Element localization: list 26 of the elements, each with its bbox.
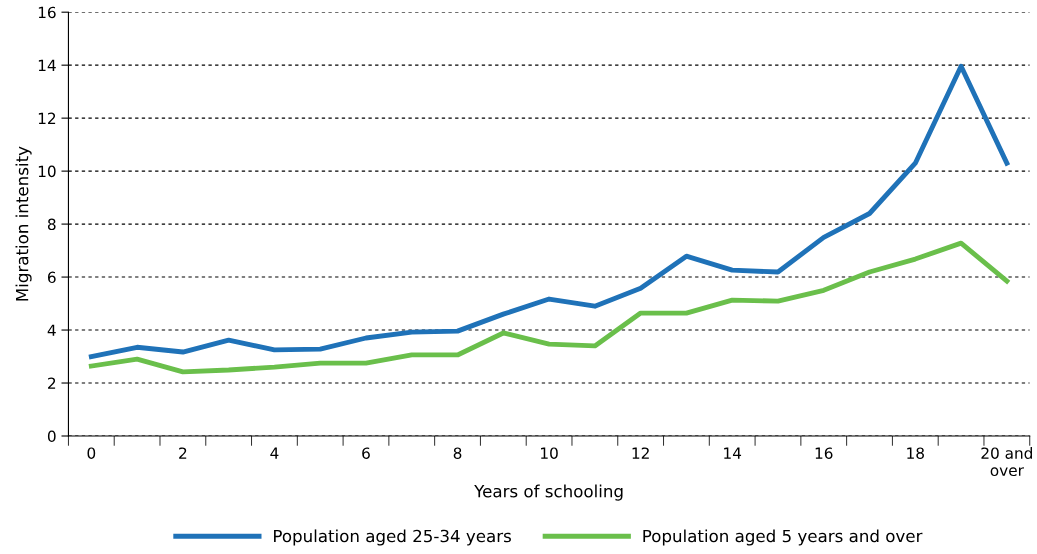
legend-label: Population aged 25-34 years [274,529,511,546]
x-tick-label: 10 [541,447,558,459]
y-tick-label: 6 [47,271,56,284]
x-tick-label: 6 [362,447,370,459]
y-tick-label: 16 [38,6,56,19]
y-tick-label: 4 [47,324,56,336]
x-tick-label: 4 [270,447,279,459]
x-tick-label: 20 and over [981,447,1032,477]
y-tick-label: 12 [38,112,56,124]
x-tick-label: 2 [179,447,187,459]
legend-label: Population aged 5 years and over [643,529,923,546]
y-axis-title: Migration intensity [15,146,32,301]
x-tick-label: 14 [724,447,742,459]
x-tick-label: 16 [815,447,833,459]
x-axis-title: Years of schooling [474,484,623,501]
y-tick-label: 0 [47,430,56,443]
x-tick-label: 0 [87,447,96,459]
line-series [88,63,1010,359]
y-tick-label: 10 [38,165,56,178]
y-tick-label: 8 [47,218,56,231]
y-tick-label: 14 [38,59,56,71]
x-tick-label: 12 [632,447,649,459]
x-tick-label: 8 [453,447,462,459]
line-series [88,240,1010,375]
x-tick-label: 18 [907,447,924,459]
y-tick-label: 2 [48,377,56,389]
